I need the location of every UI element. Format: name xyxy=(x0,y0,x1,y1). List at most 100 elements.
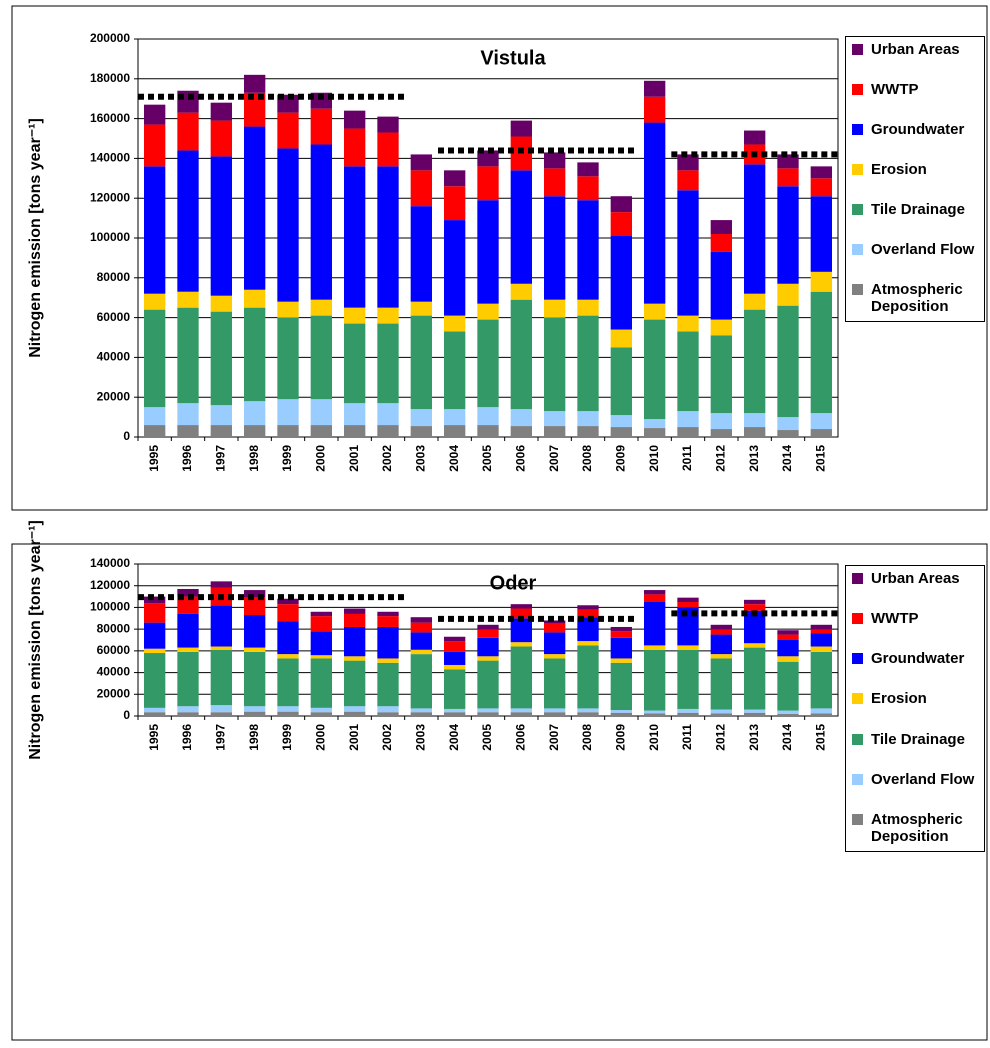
bar-segment xyxy=(510,712,532,716)
bar-segment xyxy=(544,411,566,427)
legend-label: Erosion xyxy=(871,690,927,708)
bar-segment xyxy=(144,712,166,716)
bar-segment xyxy=(177,588,199,597)
bar-segment xyxy=(377,425,399,437)
x-tick-label: 1998 xyxy=(247,724,261,751)
legend-item: Atmospheric Deposition xyxy=(852,281,980,315)
bar-segment xyxy=(244,126,266,290)
bar-segment xyxy=(210,705,232,713)
bar-segment xyxy=(344,711,366,716)
bar-segment xyxy=(677,602,699,608)
bar-segment xyxy=(810,429,832,437)
legend-item: Overland Flow xyxy=(852,241,980,258)
bar-segment xyxy=(444,664,466,670)
bar-segment xyxy=(744,427,766,437)
bar-segment xyxy=(244,307,266,402)
bar-segment xyxy=(577,708,599,713)
bar-segment xyxy=(344,110,366,129)
legend: Urban Areas WWTP Groundwater Erosion Tile Dr… xyxy=(845,36,985,322)
bar-segment xyxy=(410,170,432,207)
x-tick-label: 2013 xyxy=(747,445,761,472)
bar-segment xyxy=(177,596,199,614)
bar-segment xyxy=(377,132,399,167)
bar-segment xyxy=(810,166,832,179)
bar-segment xyxy=(477,150,499,167)
bar-segment xyxy=(377,166,399,308)
bar-segment xyxy=(177,307,199,404)
bar-segment xyxy=(644,122,666,304)
x-tick-label: 2007 xyxy=(547,724,561,751)
bar-segment xyxy=(744,599,766,605)
bar-segment xyxy=(577,712,599,716)
bar-segment xyxy=(510,299,532,410)
legend-item: Tile Drainage xyxy=(852,731,980,748)
bar-segment xyxy=(477,407,499,426)
bar-segment xyxy=(244,401,266,426)
bar-segment xyxy=(277,706,299,712)
bar-segment xyxy=(610,658,632,663)
bar-segment xyxy=(177,150,199,292)
bar-segment xyxy=(610,236,632,330)
bar-segment xyxy=(710,629,732,635)
bar-segment xyxy=(444,331,466,410)
bar-segment xyxy=(310,616,332,632)
legend-swatch xyxy=(852,693,863,705)
bar-segment xyxy=(144,707,166,713)
bar-segment xyxy=(277,654,299,659)
bar-segment xyxy=(644,713,666,716)
bar-segment xyxy=(677,331,699,412)
bar-segment xyxy=(410,632,432,650)
bar-segment xyxy=(544,708,566,713)
bar-segment xyxy=(677,154,699,171)
y-tick-label: 200000 xyxy=(90,31,130,45)
bar-segment xyxy=(810,178,832,197)
bar-segment xyxy=(677,597,699,602)
x-tick-label: 2005 xyxy=(480,724,494,751)
bar-segment xyxy=(777,634,799,640)
bar-segment xyxy=(210,712,232,716)
legend-swatch xyxy=(852,284,863,295)
bar-segment xyxy=(677,411,699,428)
bar-segment xyxy=(177,403,199,426)
bar-segment xyxy=(577,605,599,610)
bar-segment xyxy=(144,407,166,426)
bar-segment xyxy=(544,196,566,300)
x-tick-label: 2010 xyxy=(647,724,661,751)
x-tick-label: 1999 xyxy=(280,724,294,751)
legend-label: WWTP xyxy=(871,81,919,98)
x-tick-label: 2011 xyxy=(680,445,694,471)
bar-segment xyxy=(544,299,566,318)
legend-item: Erosion xyxy=(852,690,980,707)
bar-segment xyxy=(410,154,432,171)
bar-segment xyxy=(210,405,232,426)
legend-label: Atmospheric Deposition xyxy=(871,281,963,315)
bar-segment xyxy=(144,425,166,437)
bar-segment xyxy=(144,596,166,604)
bar-segment xyxy=(244,706,266,712)
bar-segment xyxy=(744,712,766,716)
bar-segment xyxy=(810,291,832,414)
x-tick-label: 2000 xyxy=(314,724,328,751)
bar-segment xyxy=(344,166,366,308)
legend-swatch xyxy=(852,653,863,665)
bar-segment xyxy=(310,92,332,109)
bar-segment xyxy=(644,419,666,429)
bar-segment xyxy=(377,658,399,663)
y-tick-label: 180000 xyxy=(90,71,130,85)
bar-segment xyxy=(644,645,666,650)
bar-segment xyxy=(244,74,266,93)
bar-segment xyxy=(610,427,632,437)
legend-swatch xyxy=(852,84,863,95)
legend-swatch xyxy=(852,773,863,785)
bar-segment xyxy=(777,154,799,169)
bar-segment xyxy=(777,168,799,187)
legend-label: Overland Flow xyxy=(871,770,975,788)
bar-segment xyxy=(677,649,699,709)
bar-segment xyxy=(810,624,832,630)
bar-segment xyxy=(144,104,166,125)
bar-segment xyxy=(177,613,199,648)
bar-segment xyxy=(677,170,699,191)
legend-label: Erosion xyxy=(871,161,927,178)
bar-segment xyxy=(444,636,466,642)
legend-swatch xyxy=(852,244,863,255)
